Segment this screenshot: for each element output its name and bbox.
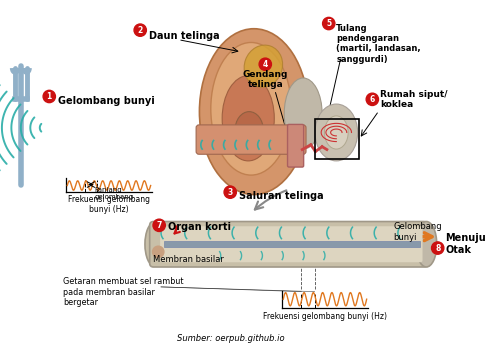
Ellipse shape	[416, 222, 437, 267]
Circle shape	[366, 93, 379, 105]
Text: 5: 5	[326, 19, 331, 28]
Ellipse shape	[325, 116, 348, 149]
Text: 3: 3	[227, 188, 233, 197]
Text: Gelombang bunyi: Gelombang bunyi	[58, 96, 155, 106]
Text: Panjang
gelombang: Panjang gelombang	[95, 187, 134, 200]
Circle shape	[224, 186, 236, 198]
Circle shape	[43, 90, 56, 103]
FancyBboxPatch shape	[164, 241, 420, 247]
Text: Gelombang
bunyi: Gelombang bunyi	[393, 222, 442, 242]
Circle shape	[153, 246, 164, 257]
Text: 7: 7	[157, 221, 162, 230]
Circle shape	[431, 242, 444, 254]
Ellipse shape	[284, 78, 322, 149]
Bar	[315, 119, 359, 159]
Text: Membran basilar: Membran basilar	[154, 255, 224, 264]
Text: Frekuensi gelombang bunyi (Hz): Frekuensi gelombang bunyi (Hz)	[263, 312, 387, 320]
Text: 2: 2	[138, 25, 143, 35]
Text: Frekuensi gelombang
bunyi (Hz): Frekuensi gelombang bunyi (Hz)	[68, 195, 150, 215]
FancyBboxPatch shape	[160, 226, 423, 262]
Text: 6: 6	[370, 95, 375, 104]
FancyBboxPatch shape	[150, 222, 427, 267]
FancyBboxPatch shape	[196, 125, 306, 154]
FancyArrowPatch shape	[175, 226, 180, 234]
FancyBboxPatch shape	[287, 124, 304, 167]
Text: Daun telinga: Daun telinga	[149, 31, 220, 41]
Ellipse shape	[145, 222, 164, 266]
Text: 4: 4	[263, 60, 268, 69]
Text: Sumber: oerpub.github.io: Sumber: oerpub.github.io	[177, 333, 285, 343]
Ellipse shape	[235, 112, 264, 149]
Circle shape	[134, 24, 146, 36]
Text: Tulang
pendengaran
(martil, landasan,
sanggurdi): Tulang pendengaran (martil, landasan, sa…	[336, 23, 421, 64]
Circle shape	[153, 219, 165, 232]
Text: Gendang
telinga: Gendang telinga	[243, 70, 288, 89]
Circle shape	[323, 17, 335, 30]
Ellipse shape	[222, 76, 274, 161]
Ellipse shape	[315, 104, 358, 161]
Ellipse shape	[211, 42, 291, 175]
Ellipse shape	[200, 29, 308, 195]
Text: Organ korti: Organ korti	[168, 222, 231, 232]
Text: Saluran telinga: Saluran telinga	[239, 191, 324, 201]
Circle shape	[259, 58, 271, 70]
Text: Getaran membuat sel rambut
pada membran basilar
bergetar: Getaran membuat sel rambut pada membran …	[63, 278, 184, 307]
Text: 1: 1	[47, 92, 52, 101]
Text: Rumah siput/
koklea: Rumah siput/ koklea	[380, 90, 447, 109]
Ellipse shape	[244, 45, 283, 87]
Text: 8: 8	[435, 244, 440, 252]
Text: Menuju
Otak: Menuju Otak	[445, 234, 486, 255]
